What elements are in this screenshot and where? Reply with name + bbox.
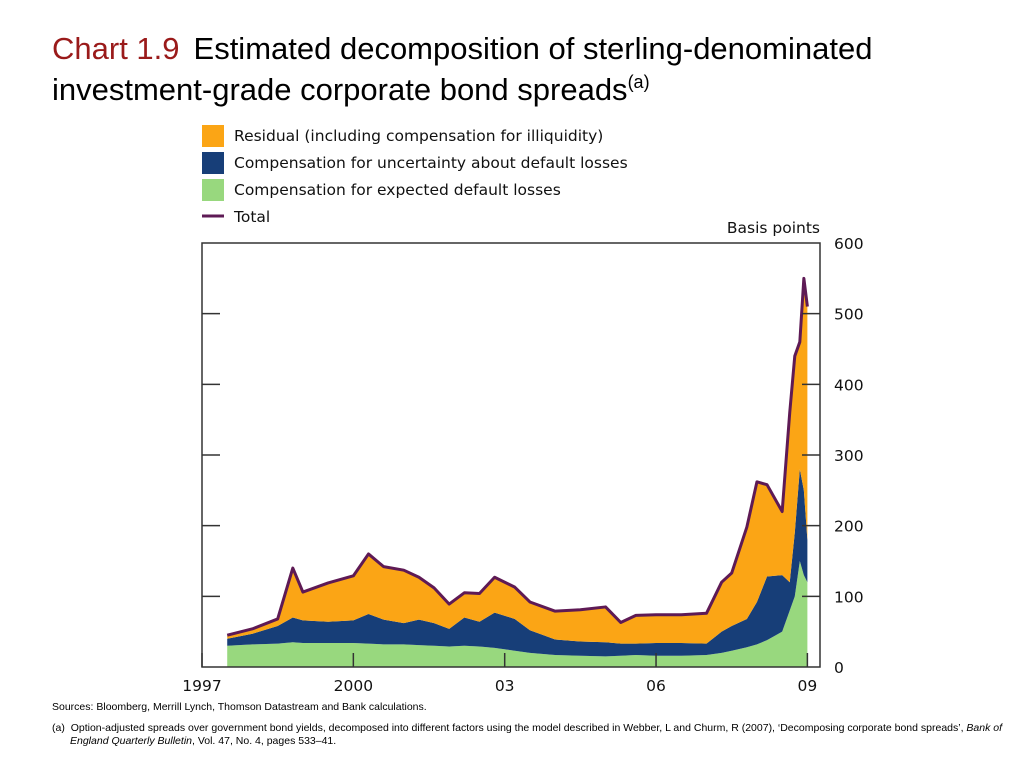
plot-area [226, 276, 809, 667]
y-tick-label: 600 [834, 235, 864, 253]
area-expected [227, 561, 808, 667]
area-uncertainty [227, 469, 808, 657]
sources-note: Sources: Bloomberg, Merrill Lynch, Thoms… [52, 701, 427, 713]
x-tick-label: 03 [495, 677, 515, 695]
legend-swatch-uncertainty [202, 152, 224, 174]
legend-label-residual: Residual (including compensation for ill… [234, 127, 603, 145]
area-residual [227, 278, 808, 644]
x-tick-label: 1997 [182, 677, 221, 695]
y-tick-label: 400 [834, 376, 864, 394]
x-tick-label: 09 [798, 677, 818, 695]
title-text: Estimated decomposition of sterling-deno… [52, 31, 873, 107]
axes: 0 100 200 300 400 500 600 1997 2000 03 06 09 [182, 235, 863, 695]
y-tick-label: 0 [834, 659, 844, 677]
y-tick-label: 500 [834, 306, 864, 324]
chart-title: Chart 1.9 Estimated decomposition of ster… [52, 28, 992, 110]
chart-legend: Residual (including compensation for ill… [202, 125, 628, 226]
legend-label-uncertainty: Compensation for uncertainty about defau… [234, 154, 628, 172]
x-tick-label: 06 [646, 677, 666, 695]
y-tick-label: 200 [834, 518, 864, 536]
chart-figure: Residual (including compensation for ill… [182, 125, 864, 695]
chart-number: Chart 1.9 [52, 31, 180, 66]
y-tick-label: 100 [834, 588, 864, 606]
footnote-journal: Bank of England Quarterly Bulletin [70, 722, 1003, 747]
legend-swatch-residual [202, 125, 224, 147]
y-axis-unit-label: Basis points [727, 219, 820, 237]
x-tick-label: 2000 [334, 677, 373, 695]
legend-swatch-expected [202, 179, 224, 201]
footnote-marker: (a) [52, 722, 65, 734]
y-tick-label: 300 [834, 447, 864, 465]
footnote-text-end: , Vol. 47, No. 4, pages 533–41. [192, 735, 337, 747]
title-footnote-marker: (a) [627, 72, 650, 92]
footnote: (a) Option-adjusted spreads over governm… [52, 722, 1012, 748]
legend-label-total: Total [233, 208, 270, 226]
chart-notes: Sources: Bloomberg, Merrill Lynch, Thoms… [52, 701, 1012, 748]
footnote-text: Option-adjusted spreads over government … [70, 722, 967, 734]
line-total [226, 276, 809, 637]
legend-label-expected: Compensation for expected default losses [234, 181, 561, 199]
